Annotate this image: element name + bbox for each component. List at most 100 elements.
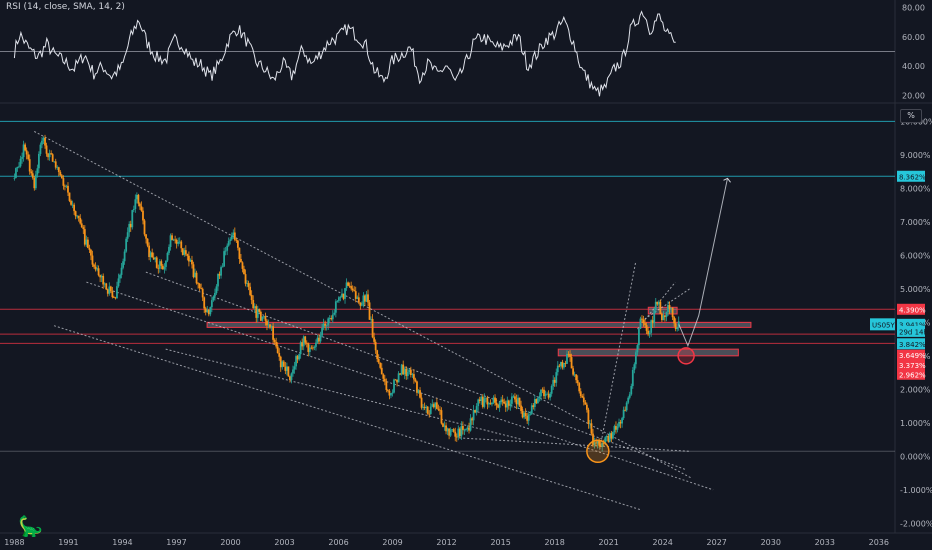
candle-body xyxy=(374,341,377,351)
time-tick-label: 1997 xyxy=(166,538,186,547)
candle-body xyxy=(468,427,470,431)
candle-body xyxy=(572,368,575,375)
candle-body xyxy=(184,250,187,255)
rsi-tick-label: 20.00 xyxy=(902,92,925,101)
candle-body xyxy=(385,381,388,390)
candle-body xyxy=(651,320,654,324)
candle-body xyxy=(106,289,109,294)
candle-body xyxy=(338,297,340,301)
time-axis[interactable]: 1988 1991 1994 1997 2000 2003 2006 2009 2012 2015… xyxy=(4,538,889,547)
price-tick-label: 8.000% xyxy=(900,184,931,193)
candle-body xyxy=(183,250,186,255)
price-tick-label: 5.000% xyxy=(900,285,931,294)
candle-body xyxy=(15,168,17,178)
candle-body xyxy=(132,208,135,211)
candle-body xyxy=(647,330,650,335)
candle-body xyxy=(660,314,663,321)
candle-body xyxy=(158,261,161,269)
candle-body xyxy=(628,394,631,398)
candle-body xyxy=(417,390,420,393)
candle-body xyxy=(365,294,368,302)
time-tick-label: 2030 xyxy=(761,538,781,547)
candle-body xyxy=(429,406,432,414)
candle-body xyxy=(304,336,307,343)
candle-body xyxy=(25,150,28,155)
candle-body xyxy=(315,342,317,347)
candle-body xyxy=(492,397,495,403)
price-tag-label: 4.390% xyxy=(899,306,926,314)
candle-body xyxy=(252,300,255,309)
rsi-pane[interactable]: 80.00 60.00 40.00 20.00 xyxy=(0,3,925,101)
trendline xyxy=(53,325,642,511)
candle-body xyxy=(348,285,351,287)
candle-body xyxy=(97,268,100,276)
candle-body xyxy=(593,442,596,446)
price-tag xyxy=(897,325,925,337)
candle-body xyxy=(122,261,124,268)
candle-body xyxy=(501,399,504,402)
candle-body xyxy=(284,366,287,371)
candle-body xyxy=(154,257,157,260)
candle-body xyxy=(327,318,330,326)
candle-body xyxy=(116,286,118,299)
candle-body xyxy=(302,336,305,347)
candle-body xyxy=(457,428,460,438)
time-tick-label: 2024 xyxy=(653,538,673,547)
percent-scale-button[interactable]: % xyxy=(900,109,922,123)
time-tick-label: 2033 xyxy=(815,538,835,547)
candle-body xyxy=(413,374,415,380)
candle-body xyxy=(24,144,27,151)
candle-body xyxy=(263,316,265,317)
candle-body xyxy=(463,429,466,431)
candle-body xyxy=(445,425,447,432)
candle-body xyxy=(345,282,348,289)
candle-body xyxy=(653,310,656,324)
candle-body xyxy=(440,410,443,424)
price-labels: US05Y 4.390% 3.941%29d 14h 3.842% 3.649% 3.37… xyxy=(870,170,928,380)
candle-body xyxy=(454,431,457,437)
price-tick-label: 1.000% xyxy=(900,419,931,428)
candle-body xyxy=(474,410,477,413)
candle-body xyxy=(76,215,79,217)
candle-body xyxy=(264,316,267,321)
candle-body xyxy=(28,159,31,172)
price-tick-label: 6.000% xyxy=(900,251,931,260)
price-tag-label: 8.362% xyxy=(899,173,926,181)
candle-body xyxy=(619,421,622,424)
candle-body xyxy=(50,153,53,155)
rsi-indicator-title[interactable]: RSI (14, close, SMA, 14, 2) xyxy=(6,2,125,12)
candle-body xyxy=(582,397,585,403)
candle-body xyxy=(665,312,668,318)
candle-body xyxy=(100,275,103,278)
candle-body xyxy=(613,426,616,433)
candle-body xyxy=(77,215,80,218)
candle-body xyxy=(279,356,282,368)
time-tick-label: 2021 xyxy=(598,538,618,547)
candle-body xyxy=(96,268,98,270)
candle-body xyxy=(267,324,270,326)
candle-body xyxy=(394,379,397,381)
candle-body xyxy=(515,399,518,405)
candle-body xyxy=(437,408,440,410)
candle-body xyxy=(435,402,438,409)
price-tag-label: 29d 14h xyxy=(899,328,928,336)
price-tag-label: 3.941% xyxy=(899,321,926,329)
candle-body xyxy=(411,374,414,376)
candle-body xyxy=(483,398,486,407)
trendline xyxy=(165,348,523,441)
candle-body xyxy=(590,423,593,434)
candle-body xyxy=(537,398,539,404)
candle-body xyxy=(657,301,660,305)
candle-body xyxy=(261,316,264,321)
candle-body xyxy=(472,410,475,421)
candle-body xyxy=(558,365,561,367)
candle-body xyxy=(535,399,538,404)
price-tick-label: 0.000% xyxy=(900,452,931,461)
candle-body xyxy=(166,252,169,261)
candle-body xyxy=(140,206,143,211)
candle-body xyxy=(677,321,680,328)
candle-body xyxy=(275,341,278,347)
candle-body xyxy=(287,366,290,377)
candle-body xyxy=(461,425,464,430)
